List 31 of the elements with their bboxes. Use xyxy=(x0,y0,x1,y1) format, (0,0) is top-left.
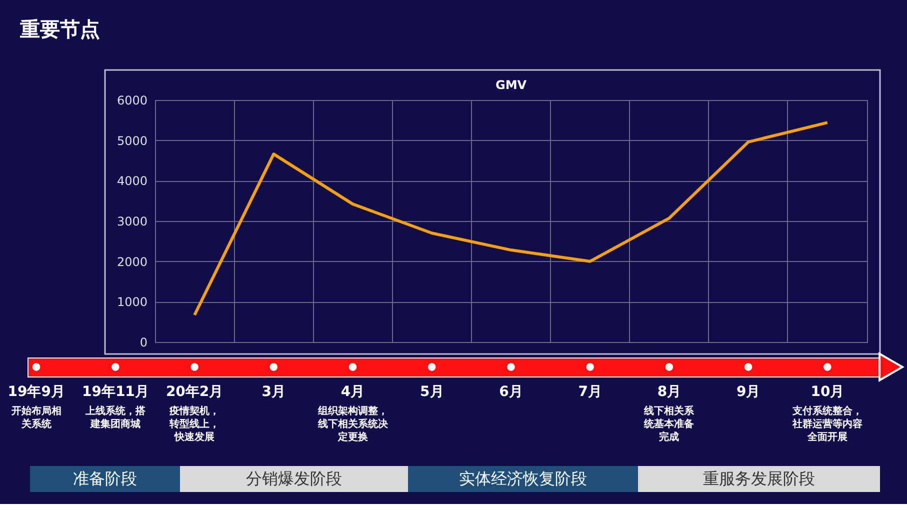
y-tick-label: 6000 xyxy=(116,94,148,108)
y-tick-label: 0 xyxy=(140,336,148,350)
y-tick-label: 2000 xyxy=(116,254,148,269)
text: 7月 xyxy=(578,384,602,400)
text: 开始布局相关系统 xyxy=(10,405,62,430)
text: 上线系统，搭建集团商城 xyxy=(84,405,146,430)
text: 20年2月 xyxy=(166,384,224,400)
text: 分销爆发阶段 xyxy=(246,469,342,488)
chart-title: 重要节点 xyxy=(19,17,100,41)
text: 5月 xyxy=(420,384,444,400)
chart-subtitle: GMV xyxy=(495,78,528,92)
text: 6月 xyxy=(499,384,523,400)
text: 10月 xyxy=(810,384,844,400)
y-tick-label: 3000 xyxy=(116,214,148,228)
text: 组织架构调整，线下相关系统决定更换 xyxy=(316,405,389,443)
y-tick-label: 1000 xyxy=(116,295,148,310)
y-tick-label: 4000 xyxy=(116,174,148,188)
text: 19年9月 xyxy=(8,384,65,400)
text: 支付系统整合，社群运营等内容全面开展 xyxy=(791,405,862,443)
text: 实体经济恢复阶段 xyxy=(459,469,587,488)
text: 重服务发展阶段 xyxy=(703,469,815,488)
text: 线下相关系统基本准备完成 xyxy=(643,405,696,443)
text: 19年11月 xyxy=(82,384,149,400)
text: 4月 xyxy=(340,384,365,400)
text: 疫情契机，转型线上，快速发展 xyxy=(168,405,220,443)
line-series xyxy=(193,121,829,316)
text: 9月 xyxy=(736,384,760,400)
y-tick-label: 5000 xyxy=(116,134,148,148)
text: 准备阶段 xyxy=(73,469,137,488)
text: 8月 xyxy=(657,384,682,400)
text: 3月 xyxy=(262,384,286,400)
